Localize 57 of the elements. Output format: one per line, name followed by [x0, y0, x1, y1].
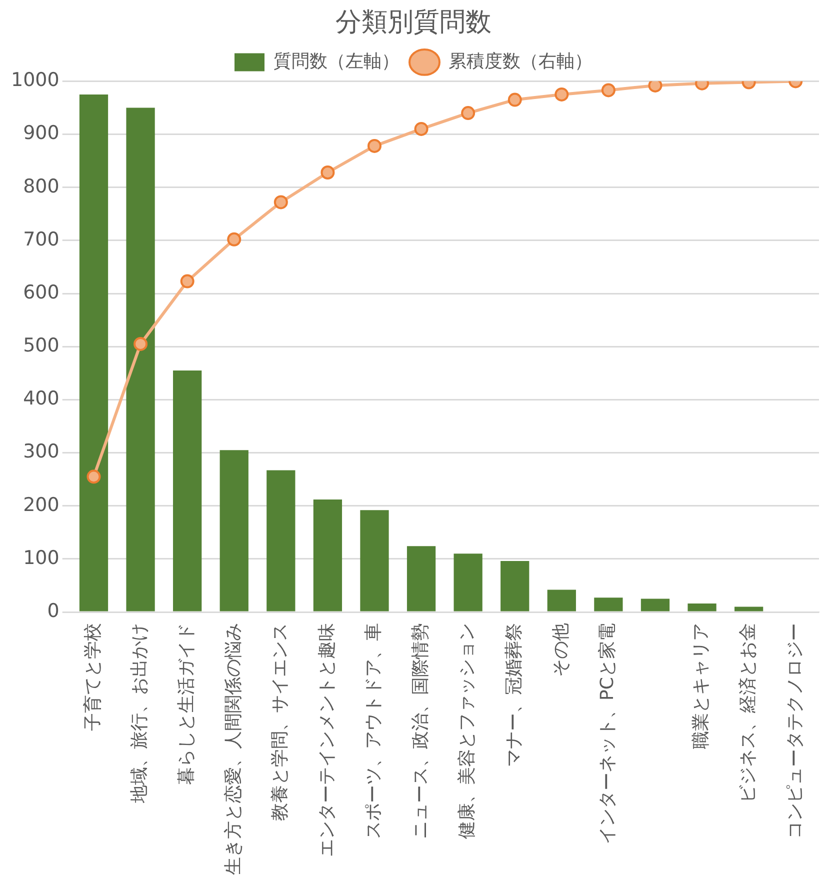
- point: [227, 232, 242, 246]
- y-tick-label: 300: [23, 440, 60, 463]
- chart-title: 分類別質問数: [336, 7, 492, 38]
- y-tick-label: 200: [23, 494, 60, 516]
- x-tick-label: マナー、冠婚葬祭: [504, 623, 525, 767]
- y-tick-label: 700: [23, 228, 60, 250]
- point: [274, 195, 288, 210]
- bar: [406, 546, 436, 612]
- x-tick-label: 生き方と恋愛、人間関係の悩み: [222, 623, 244, 875]
- y-tick-label: 800: [23, 175, 60, 198]
- bar: [500, 561, 530, 612]
- point: [134, 336, 148, 351]
- x-tick-label: エンターテインメントと趣味: [316, 623, 338, 857]
- bar: [126, 108, 155, 612]
- point: [414, 122, 428, 136]
- bar: [547, 590, 576, 612]
- x-tick-label: ビジネス、経済とお金: [737, 623, 758, 803]
- point: [648, 81, 662, 92]
- legend-label: 質問数（左軸）: [274, 50, 400, 72]
- bar: [594, 598, 623, 612]
- point: [86, 470, 101, 484]
- bar: [734, 606, 764, 612]
- x-tick-label: 健康、美容とファッション: [456, 623, 478, 839]
- bar: [266, 470, 296, 612]
- point: [367, 138, 382, 153]
- x-tick-label: 教養と学問、サイエンス: [270, 623, 291, 821]
- point: [554, 87, 569, 102]
- x-tick-label: インターネット、PCと家電: [597, 623, 618, 844]
- x-tick-label: 地域、旅行、お出かけ: [129, 623, 150, 804]
- y-tick-label: 1000: [10, 69, 60, 92]
- point: [320, 166, 335, 180]
- x-tick-label: スポーツ、アウトドア、車: [363, 623, 384, 839]
- x-tick-label: 暮らしと生活ガイド: [176, 623, 197, 785]
- bar: [79, 94, 108, 612]
- bar: [688, 604, 716, 612]
- bar: [360, 510, 389, 612]
- y-tick-label: 0: [47, 600, 60, 622]
- y-tick-label: 400: [23, 388, 60, 410]
- point: [180, 274, 194, 288]
- point: [508, 92, 522, 107]
- point: [601, 83, 616, 98]
- bar: [454, 554, 482, 612]
- legend-label: 累積度数（右軸）: [448, 50, 592, 72]
- x-tick-label: コンピュータテクノロジー: [784, 623, 806, 839]
- x-tick-label: 子育てと学校: [82, 623, 104, 731]
- x-tick-label: 職業とキャリア: [690, 623, 712, 749]
- bar: [173, 370, 202, 612]
- bar: [640, 598, 670, 612]
- bar: [313, 499, 342, 612]
- x-tick-label: その他: [550, 623, 572, 677]
- bar: [220, 450, 248, 612]
- x-tick-label: ニュース、政治、国際情勢: [410, 623, 431, 839]
- y-tick-label: 900: [23, 122, 60, 144]
- y-tick-label: 100: [23, 546, 60, 569]
- y-tick-label: 600: [23, 281, 60, 304]
- y-tick-label: 500: [23, 334, 60, 357]
- point: [461, 106, 476, 120]
